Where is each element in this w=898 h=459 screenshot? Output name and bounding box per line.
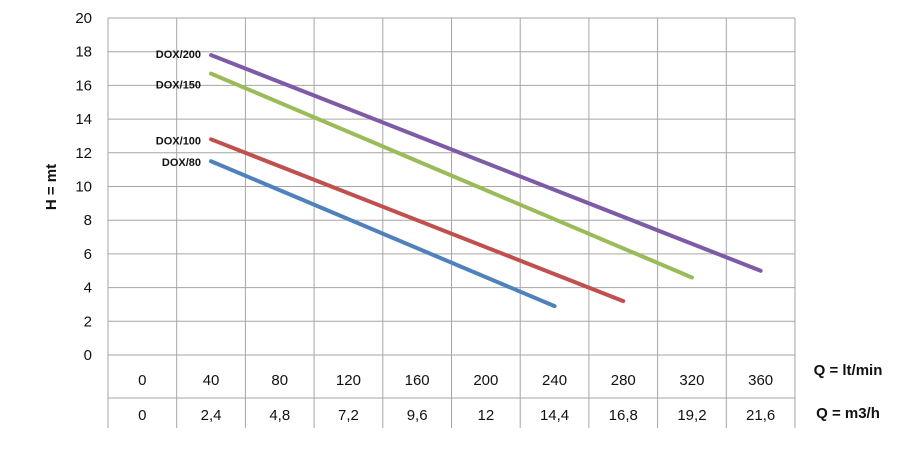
x-tick-label: 14,4 (540, 407, 569, 424)
y-tick-label: 16 (75, 77, 92, 94)
x-table: 0 40 80 120 160 200 240 280 320 360 Q = lt/min 0 2,4… (138, 362, 882, 424)
series-line (209, 71, 694, 280)
x-tick-label: 2,4 (201, 407, 222, 424)
x-tick-label: 12 (478, 407, 495, 424)
y-tick-label: 14 (75, 111, 92, 128)
y-tick-labels: 0 2 4 6 8 10 12 14 16 18 20 (75, 10, 92, 364)
series-line (209, 159, 557, 309)
x-tick-label: 80 (271, 372, 288, 389)
series-line (209, 53, 763, 273)
x-tick-label: 240 (542, 372, 567, 389)
x-unit-label: Q = m3/h (816, 405, 880, 422)
x-tick-label: 19,2 (677, 407, 706, 424)
y-axis-label: H = mt (43, 164, 60, 210)
x-tick-label: 200 (473, 372, 498, 389)
series-line (209, 137, 626, 304)
x-tick-label: 0 (138, 372, 146, 389)
y-tick-label: 6 (84, 246, 92, 263)
series-label: DOX/80 (162, 157, 201, 169)
y-tick-label: 8 (84, 212, 92, 229)
y-tick-label: 20 (75, 10, 92, 27)
series-label: DOX/100 (156, 135, 201, 147)
x-tick-label: 320 (679, 372, 704, 389)
x-tick-label: 21,6 (746, 407, 775, 424)
series-label: DOX/150 (156, 80, 201, 92)
grid (107, 17, 796, 428)
x-tick-label: 40 (203, 372, 220, 389)
series-labels: DOX/200 DOX/150 DOX/100 DOX/80 (156, 49, 201, 169)
y-tick-label: 18 (75, 44, 92, 61)
y-tick-label: 0 (84, 347, 92, 364)
series-label: DOX/200 (156, 49, 201, 61)
y-tick-label: 2 (84, 313, 92, 330)
x-tick-label: 7,2 (338, 407, 359, 424)
x-tick-label: 120 (336, 372, 361, 389)
x-tick-label: 16,8 (609, 407, 638, 424)
series-lines (209, 53, 763, 309)
x-unit-label: Q = lt/min (814, 362, 883, 379)
y-tick-label: 12 (75, 145, 92, 162)
x-tick-label: 0 (138, 407, 146, 424)
y-tick-label: 10 (75, 179, 92, 196)
y-tick-label: 4 (84, 280, 92, 297)
x-tick-label: 4,8 (269, 407, 290, 424)
x-tick-label: 9,6 (407, 407, 428, 424)
x-tick-label: 160 (405, 372, 430, 389)
x-tick-label: 360 (748, 372, 773, 389)
x-tick-label: 280 (611, 372, 636, 389)
